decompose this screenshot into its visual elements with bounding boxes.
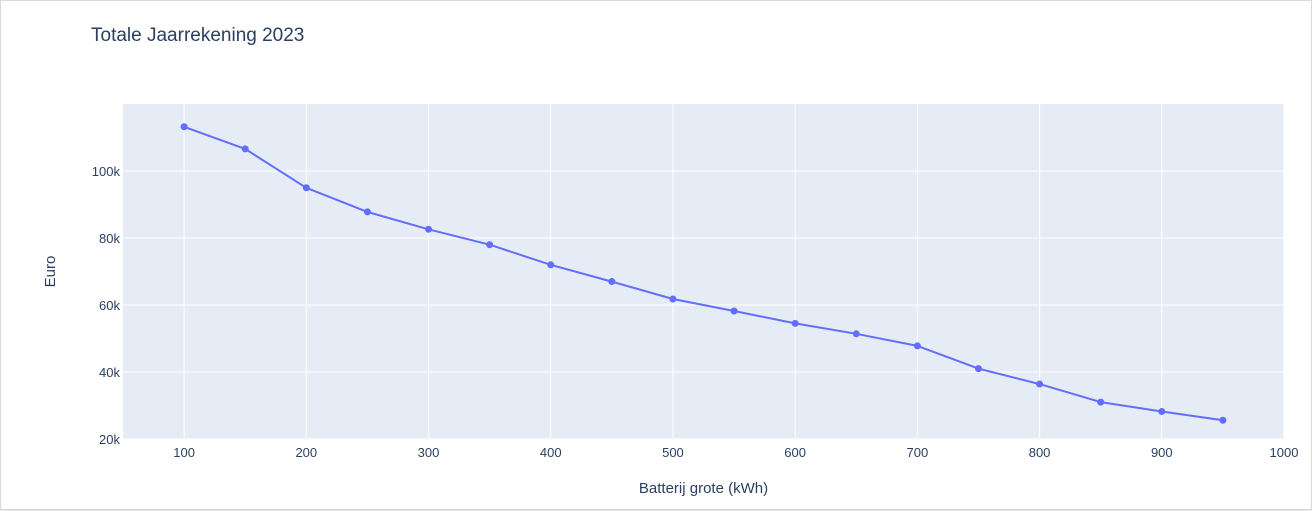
x-axis-title: Batterij grote (kWh) xyxy=(639,480,768,497)
data-point[interactable] xyxy=(180,123,188,131)
y-axis-title: Euro xyxy=(42,256,59,288)
x-tick-label: 100 xyxy=(173,445,195,460)
data-point[interactable] xyxy=(1219,416,1227,424)
chart-title: Totale Jaarrekening 2023 xyxy=(91,25,304,46)
data-point[interactable] xyxy=(913,342,921,350)
data-point[interactable] xyxy=(486,241,494,249)
y-tick-label: 80k xyxy=(99,231,120,246)
data-point[interactable] xyxy=(852,330,860,338)
x-tick-label: 600 xyxy=(784,445,806,460)
data-point[interactable] xyxy=(241,145,249,153)
data-point[interactable] xyxy=(1158,408,1166,416)
x-tick-label: 200 xyxy=(295,445,317,460)
x-tick-label: 500 xyxy=(662,445,684,460)
data-point[interactable] xyxy=(669,295,677,303)
data-point[interactable] xyxy=(791,319,799,327)
data-point[interactable] xyxy=(547,261,555,269)
data-point[interactable] xyxy=(425,225,433,233)
tick-labels: 100 200 300 400 500 600 700 800 900 1000 20k 40k 60k… xyxy=(92,164,1299,460)
data-point[interactable] xyxy=(1097,398,1105,406)
data-point[interactable] xyxy=(363,208,371,216)
x-tick-label: 900 xyxy=(1151,445,1173,460)
data-point[interactable] xyxy=(302,184,310,192)
series-layer xyxy=(180,123,1227,424)
x-tick-label: 300 xyxy=(418,445,440,460)
data-point[interactable] xyxy=(974,365,982,373)
y-tick-label: 40k xyxy=(99,365,120,380)
x-tick-label: 1000 xyxy=(1270,445,1299,460)
x-tick-label: 800 xyxy=(1029,445,1051,460)
data-point[interactable] xyxy=(1036,380,1044,388)
y-tick-label: 100k xyxy=(92,164,121,179)
plot-area xyxy=(123,104,1284,439)
x-tick-label: 700 xyxy=(907,445,929,460)
y-tick-label: 20k xyxy=(99,432,120,447)
x-tick-label: 400 xyxy=(540,445,562,460)
y-tick-label: 60k xyxy=(99,298,120,313)
data-point[interactable] xyxy=(608,278,616,286)
data-point[interactable] xyxy=(730,307,738,315)
series-line xyxy=(183,125,1224,422)
